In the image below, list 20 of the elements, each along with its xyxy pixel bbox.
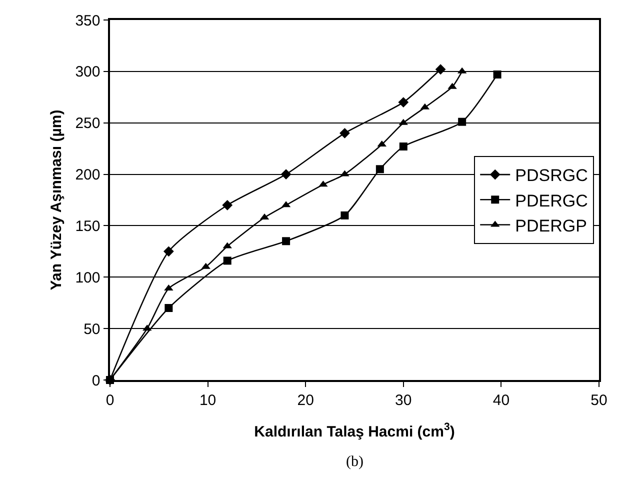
x-tick-label: 0 <box>106 392 114 409</box>
x-tick-label: 50 <box>590 392 608 409</box>
y-tick-label: 350 <box>75 12 100 30</box>
text: (b) <box>346 454 364 470</box>
x-tick-label: 40 <box>492 392 510 409</box>
y-tick-label: 0 <box>92 372 100 390</box>
y-tick-label: 300 <box>75 64 100 81</box>
y-tick-label: 50 <box>84 320 100 338</box>
legend-label: PDSRGC <box>515 166 588 186</box>
legend-label: PDERGP <box>515 216 587 236</box>
x-tick-label: 10 <box>199 392 216 409</box>
y-tick-label: 250 <box>75 115 100 132</box>
legend-label: PDERGC <box>515 191 588 210</box>
x-tick-label: 20 <box>297 392 314 409</box>
y-tick-label: 150 <box>75 218 100 235</box>
x-axis-title: Kaldırılan Talaş Hacmi (cm$^{3}$) <box>254 420 455 440</box>
y-axis-title: Yan Yüzey Aşınması (µm) <box>48 110 65 290</box>
y-tick-label: 100 <box>75 269 100 286</box>
y-tick-label: 200 <box>75 166 100 184</box>
x-tick-label: 30 <box>395 392 412 409</box>
